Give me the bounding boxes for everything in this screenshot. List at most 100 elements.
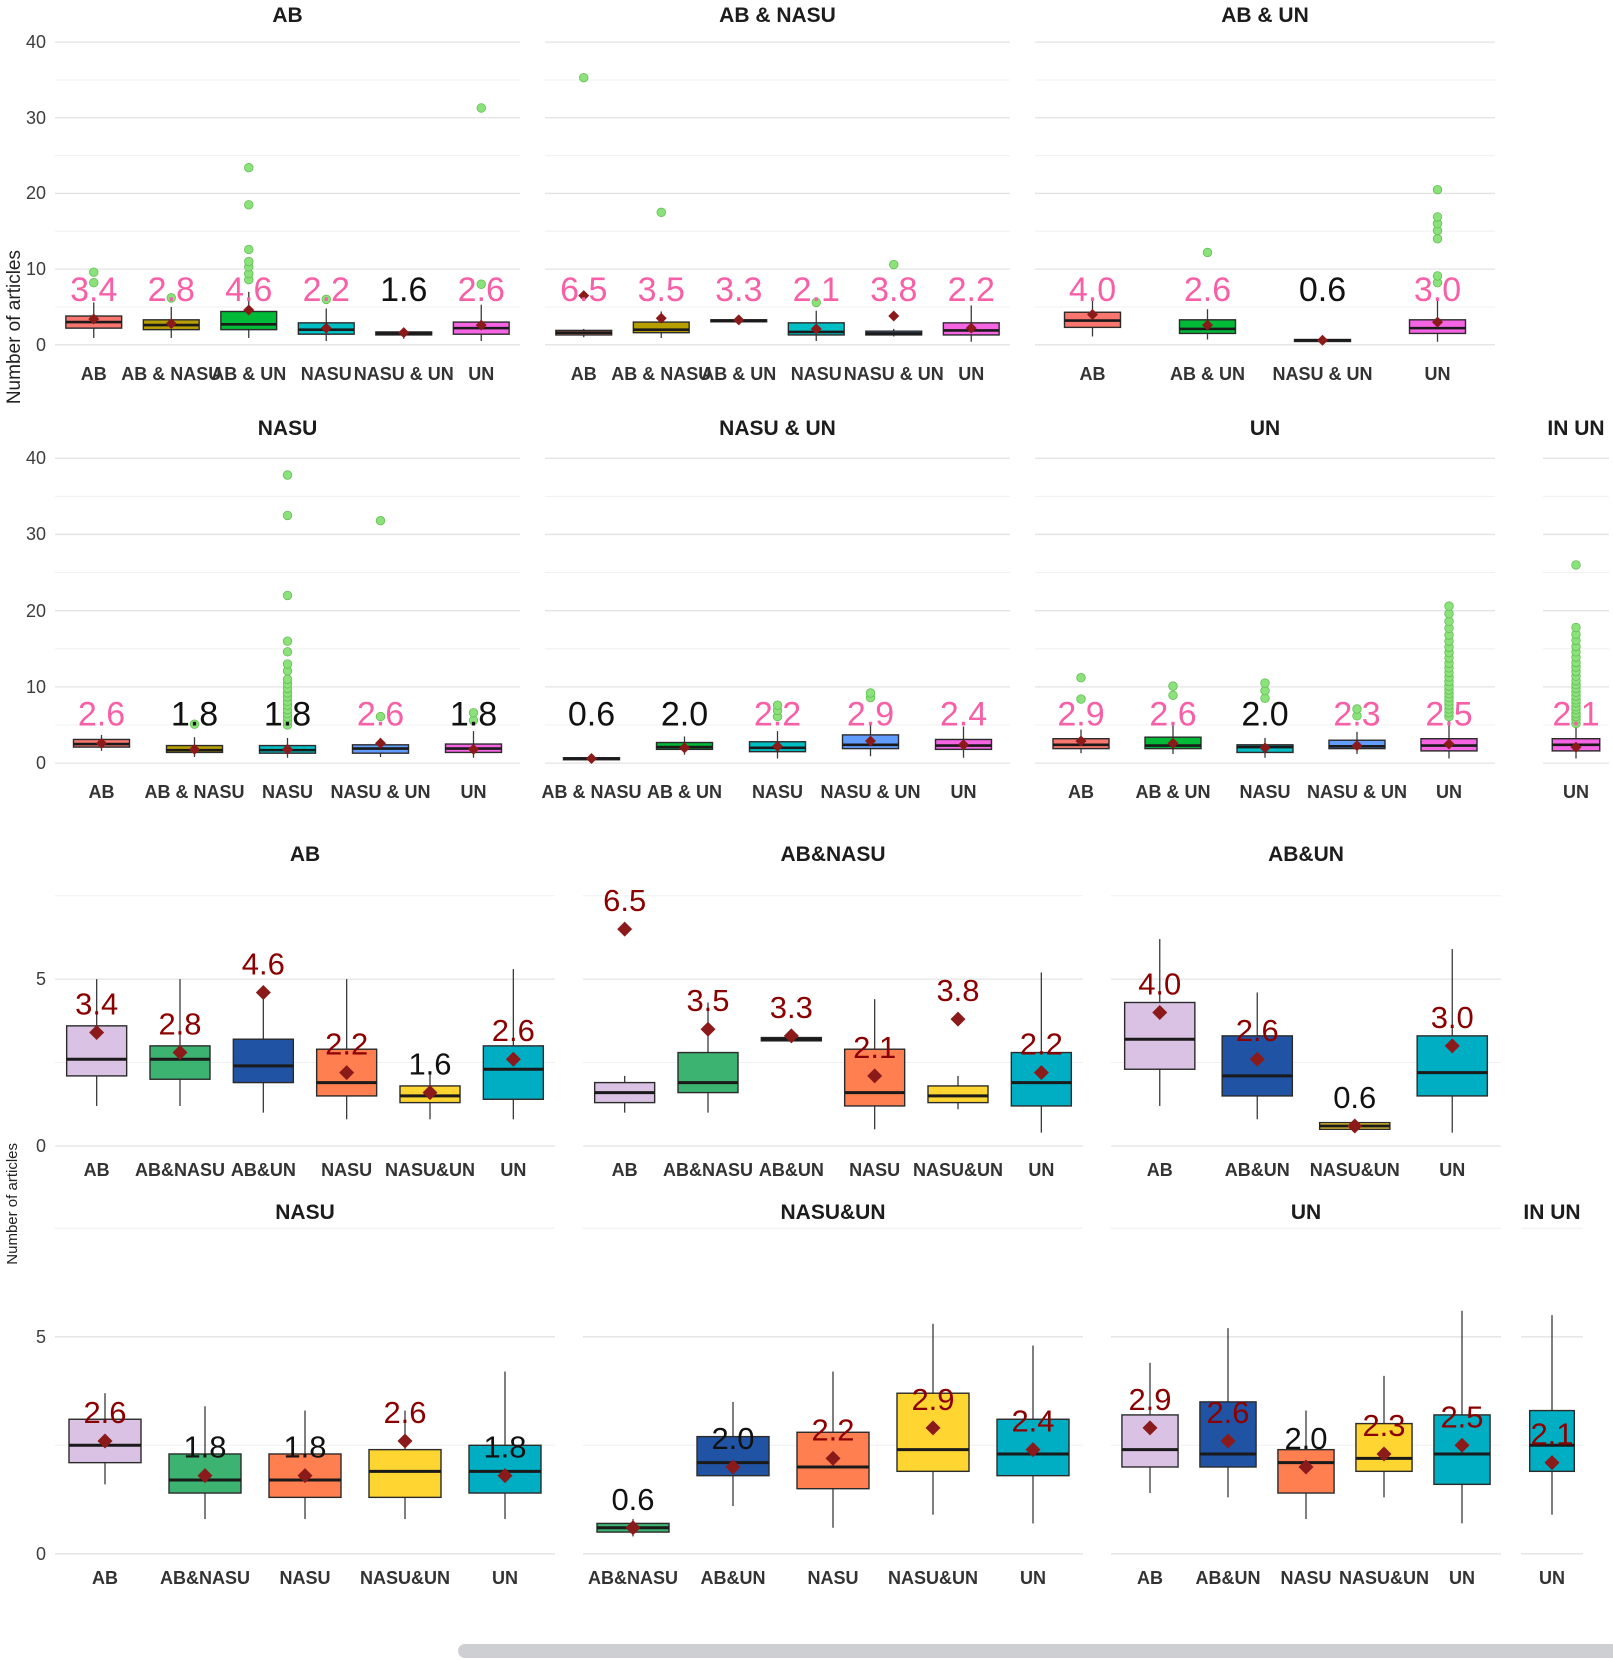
outlier-point <box>1444 601 1454 611</box>
x-category-label: AB&UN <box>1224 1160 1290 1180</box>
x-category-label: AB <box>611 1160 638 1180</box>
x-axis: AB AB & NASU AB & UN NASU NASU & UN UN <box>545 355 1010 391</box>
mean-diamond <box>505 1051 521 1067</box>
box <box>796 1431 870 1490</box>
mean-label: 2.9 <box>1128 1382 1171 1417</box>
mean-label: 3.8 <box>870 271 917 309</box>
mean-diamond <box>1432 316 1443 328</box>
box <box>315 1048 378 1097</box>
mean-diamond <box>725 1459 741 1475</box>
x-category-label: UN <box>1449 1568 1475 1588</box>
outlier-point <box>166 293 176 303</box>
y-tick-label: 20 <box>25 183 46 204</box>
box <box>677 1051 739 1094</box>
x-category-label: UN <box>460 782 487 802</box>
mean-diamond <box>865 735 876 747</box>
x-axis: AB AB & UN NASU NASU & UN UN <box>1035 773 1495 809</box>
box <box>927 1085 989 1104</box>
boxplot-block-zoomed: Number of articles 0 5 AB 3.4 2.8 4.6 2.2 1.6 2.… <box>0 843 1613 1595</box>
mean-label: 2.0 <box>661 696 708 734</box>
x-axis: AB AB&NASU AB&UN NASU NASU&UN UN <box>55 1151 555 1187</box>
mean-diamond <box>375 737 386 749</box>
facet-in-un: IN UN 2.1 UN <box>1543 417 1609 809</box>
mean-label: 3.8 <box>936 973 979 1008</box>
mean-diamond <box>339 1065 355 1081</box>
x-category-label: AB&UN <box>1195 1568 1261 1588</box>
x-category-label: AB & NASU <box>541 782 642 802</box>
mean-label: 2.1 <box>853 1030 896 1065</box>
mean-diamond <box>733 314 745 326</box>
boxplot-panel: 0.6 2.0 2.2 2.9 2.4 <box>583 1227 1083 1555</box>
mean-label: 2.6 <box>492 1013 535 1048</box>
mean-diamond <box>172 1045 188 1061</box>
outlier-point <box>282 659 293 669</box>
x-axis: AB AB&UN NASU NASU&UN UN <box>1111 1559 1501 1595</box>
x-category-label: AB & NASU <box>144 782 245 802</box>
facet-title: AB <box>289 843 321 866</box>
mean-label: 6.5 <box>603 883 646 918</box>
facet-row: 0 10 20 30 40 NASU 2.6 1.8 1.8 2.6 1.8 AB AB & NASU N… <box>0 417 1613 809</box>
x-category-label: NASU & UN <box>330 782 431 802</box>
mean-label: 1.8 <box>264 696 311 734</box>
mean-label: 1.6 <box>408 1047 451 1082</box>
mean-diamond <box>700 1021 716 1037</box>
mean-label: 2.6 <box>357 696 404 734</box>
mean-diamond <box>1444 1038 1460 1054</box>
facet-ab-and-un: AB & UN 4.0 2.6 0.6 3.0 AB AB & UN NASU & UN UN <box>1035 4 1495 391</box>
mean-label: 2.6 <box>1206 1395 1249 1430</box>
y-tick-label: 0 <box>35 1543 46 1564</box>
mean-label: 4.6 <box>242 946 285 981</box>
y-tick-label: 40 <box>25 32 46 53</box>
mean-diamond <box>586 753 597 765</box>
mean-label: 2.2 <box>303 271 350 309</box>
mean-label: 3.5 <box>686 983 729 1018</box>
outlier-point <box>1432 234 1443 244</box>
mean-label: 6.5 <box>560 271 607 309</box>
facet-title: NASU <box>275 1201 335 1224</box>
x-category-label: AB&UN <box>230 1160 296 1180</box>
mean-label: 2.8 <box>148 271 195 309</box>
mean-diamond <box>1454 1437 1470 1453</box>
mean-diamond <box>255 984 271 1000</box>
mean-diamond <box>772 740 783 752</box>
horizontal-scrollbar[interactable] <box>458 1644 1613 1658</box>
x-category-label: UN <box>950 782 977 802</box>
mean-diamond <box>1259 742 1271 754</box>
outlier-point <box>282 590 293 601</box>
facet-title: AB & UN <box>1221 4 1309 27</box>
mean-label: 1.8 <box>183 1430 226 1465</box>
outlier-point <box>772 700 783 710</box>
mean-label: 3.3 <box>770 990 813 1025</box>
mean-diamond <box>810 323 822 335</box>
facet-title: IN UN <box>1547 417 1605 440</box>
x-category-label: UN <box>468 364 495 384</box>
mean-label: 2.2 <box>1020 1027 1063 1062</box>
mean-diamond <box>189 743 200 755</box>
outlier-point <box>89 278 99 288</box>
outlier-point <box>579 72 589 83</box>
x-category-label: UN <box>1439 1160 1466 1180</box>
mean-diamond <box>783 1028 799 1044</box>
x-category-label: NASU <box>300 364 352 384</box>
mean-diamond <box>1167 737 1179 749</box>
x-axis: AB AB&NASU AB&UN NASU NASU&UN UN <box>583 1151 1083 1187</box>
y-tick-label: 30 <box>25 524 46 545</box>
mean-diamond <box>965 322 977 334</box>
outlier-point <box>1168 681 1178 691</box>
x-category-label: UN <box>1028 1160 1055 1180</box>
x-category-label: AB & UN <box>647 782 722 802</box>
x-category-label: NASU&UN <box>385 1160 475 1180</box>
x-category-label: NASU&UN <box>360 1568 450 1588</box>
mean-diamond <box>96 737 107 749</box>
x-category-label: NASU&UN <box>888 1568 978 1588</box>
mean-label: 1.8 <box>450 696 497 734</box>
x-category-label: NASU <box>751 782 804 802</box>
mean-diamond <box>1317 334 1328 346</box>
mean-label: 0.6 <box>1299 271 1346 309</box>
mean-diamond <box>1075 735 1087 747</box>
x-category-label: NASU <box>807 1568 859 1588</box>
mean-label: 2.3 <box>1333 696 1380 734</box>
mean-label: 2.2 <box>325 1027 368 1062</box>
